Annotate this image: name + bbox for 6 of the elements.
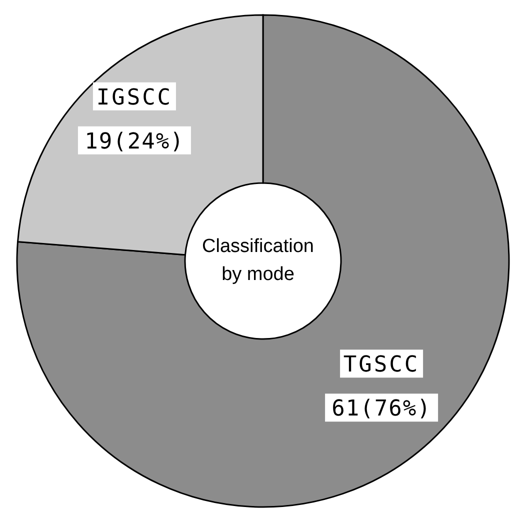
donut-slice xyxy=(16,14,510,508)
slice-label: IGSCC xyxy=(96,85,173,110)
data-label: 61(76%) xyxy=(332,396,432,422)
data-label: 19(24%) xyxy=(84,129,184,154)
text: Classification by mode xyxy=(202,236,314,285)
slice-label: TGSCC xyxy=(343,352,420,378)
